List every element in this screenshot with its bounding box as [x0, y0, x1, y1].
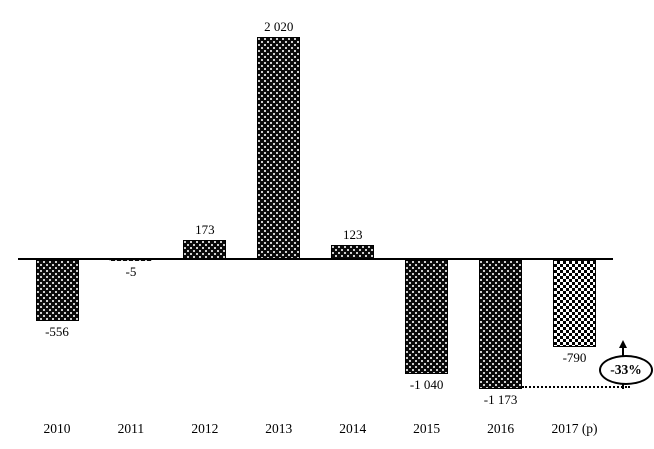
- annotation-label: -33%: [610, 362, 642, 377]
- bar-2012: [183, 239, 227, 259]
- value-label: -1 173: [483, 391, 518, 407]
- bar-2010: [35, 260, 79, 322]
- value-label: 123: [342, 227, 363, 243]
- x-tick-label: 2012: [191, 421, 219, 436]
- x-tick-label: 2010: [43, 421, 71, 436]
- value-label: -5: [125, 263, 137, 279]
- x-tick-label: 2017 (p): [551, 421, 598, 436]
- bar-2017p: [553, 260, 596, 347]
- dotted-connector-line: [522, 386, 630, 388]
- x-axis-line: [18, 258, 613, 260]
- value-label: 2 020: [264, 19, 294, 34]
- annotation-ellipse: -33%: [599, 355, 653, 385]
- value-label: -556: [45, 324, 69, 340]
- bar-2014: [331, 245, 375, 259]
- value-label: 173: [195, 221, 215, 237]
- bar-2016: [479, 260, 523, 389]
- x-tick-label: 2016: [487, 421, 515, 436]
- x-tick-label: 2011: [117, 421, 145, 436]
- value-label: -1 040: [409, 377, 444, 393]
- value-label: -790: [562, 349, 587, 365]
- bar-2011: [109, 260, 153, 261]
- x-tick-label: 2013: [265, 421, 293, 436]
- bar-2013: [257, 37, 301, 259]
- x-tick-label: 2015: [413, 421, 441, 436]
- up-arrow-icon: [619, 340, 627, 348]
- bar-2015: [405, 260, 449, 375]
- up-arrow-shaft: [622, 347, 624, 357]
- x-tick-label: 2014: [339, 421, 367, 436]
